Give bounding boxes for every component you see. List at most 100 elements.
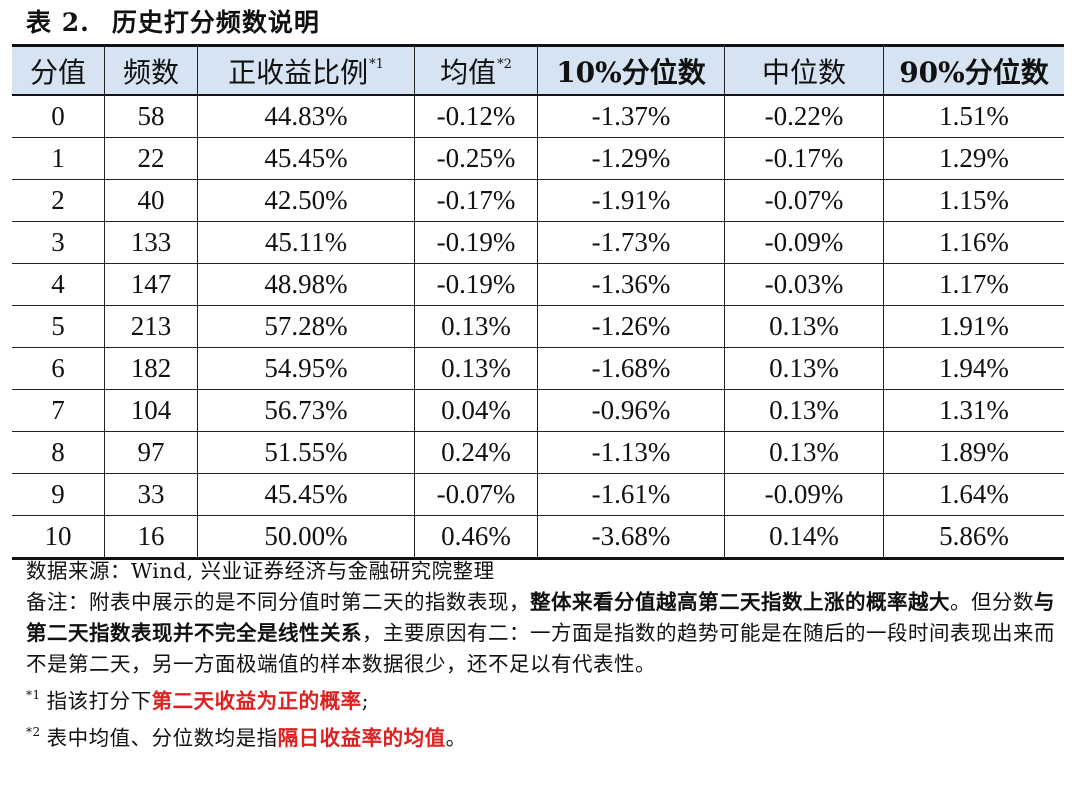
cell-mean: -0.17% — [414, 179, 538, 222]
cell-positive-ratio: 42.50% — [197, 179, 415, 222]
cell-median: 0.13% — [724, 431, 884, 474]
table-row: 0 58 44.83% -0.12% -1.37% -0.22% 1.51% — [12, 95, 1064, 138]
cell-p90: 1.16% — [883, 221, 1064, 264]
cell-p10: -1.13% — [537, 431, 725, 474]
footnote-1: *1 指该打分下第二天收益为正的概率; — [26, 680, 1072, 717]
cell-score: 4 — [12, 263, 105, 306]
remark-note: 备注：附表中展示的是不同分值时第二天的指数表现，整体来看分值越高第二天指数上涨的… — [26, 587, 1072, 680]
cell-p10: -1.37% — [537, 95, 725, 138]
cell-median: 0.14% — [724, 515, 884, 559]
header-label: 10%分位数 — [556, 55, 706, 89]
table-row: 1 22 45.45% -0.25% -1.29% -0.17% 1.29% — [12, 137, 1064, 180]
table-row: 2 40 42.50% -0.17% -1.91% -0.07% 1.15% — [12, 179, 1064, 222]
cell-median: -0.03% — [724, 263, 884, 306]
cell-p10: -1.73% — [537, 221, 725, 264]
footnote-1-text: 指该打分下 — [46, 689, 152, 713]
cell-median: 0.13% — [724, 347, 884, 390]
header-positive-ratio: 正收益比例*1 — [197, 45, 415, 96]
cell-p10: -1.29% — [537, 137, 725, 180]
remark-rest: ，主要原因有二：一方面是指数的趋势可能是在随后的一段时间表现出来而不是第二天，另… — [26, 621, 1055, 676]
header-label: 频数 — [122, 55, 179, 89]
cell-median: -0.17% — [724, 137, 884, 180]
cell-frequency: 133 — [104, 221, 198, 264]
cell-score: 9 — [12, 473, 105, 516]
cell-positive-ratio: 44.83% — [197, 95, 415, 138]
header-footnote-mark: *1 — [369, 56, 384, 72]
footnote-2-text: 表中均值、分位数均是指 — [46, 726, 278, 750]
remark-prefix: 备注：附表中展示的是不同分值时第二天的指数表现， — [26, 590, 530, 614]
header-label: 均值 — [440, 55, 497, 89]
cell-mean: 0.13% — [414, 347, 538, 390]
cell-frequency: 58 — [104, 95, 198, 138]
footnote-1-highlight: 第二天收益为正的概率 — [151, 689, 362, 713]
cell-p90: 1.89% — [883, 431, 1064, 474]
header-mean: 均值*2 — [414, 45, 538, 96]
remark-mid: 。但分数 — [950, 590, 1034, 614]
remark-bold-nonlinear: 与第二天指数表现并不完全是线性关系 — [26, 590, 1055, 645]
table-row: 9 33 45.45% -0.07% -1.61% -0.09% 1.64% — [12, 473, 1064, 516]
table-header-row: 分值 频数 正收益比例*1 均值*2 10%分位数 中位数 90%分位数 — [12, 45, 1064, 96]
table-row: 10 16 50.00% 0.46% -3.68% 0.14% 5.86% — [12, 515, 1064, 559]
header-p90: 90%分位数 — [883, 45, 1064, 96]
cell-positive-ratio: 54.95% — [197, 347, 415, 390]
notes-section: 数据来源：Wind, 兴业证券经济与金融研究院整理 备注：附表中展示的是不同分值… — [26, 556, 1072, 754]
cell-positive-ratio: 56.73% — [197, 389, 415, 432]
cell-frequency: 33 — [104, 473, 198, 516]
cell-positive-ratio: 50.00% — [197, 515, 415, 559]
cell-score: 3 — [12, 221, 105, 264]
cell-p90: 1.94% — [883, 347, 1064, 390]
table-row: 6 182 54.95% 0.13% -1.68% 0.13% 1.94% — [12, 347, 1064, 390]
cell-score: 1 — [12, 137, 105, 180]
cell-positive-ratio: 45.45% — [197, 473, 415, 516]
cell-frequency: 16 — [104, 515, 198, 559]
header-p10: 10%分位数 — [537, 45, 725, 96]
table-row: 7 104 56.73% 0.04% -0.96% 0.13% 1.31% — [12, 389, 1064, 432]
table-caption: 历史打分频数说明 — [111, 8, 320, 37]
cell-mean: -0.19% — [414, 221, 538, 264]
cell-p90: 1.64% — [883, 473, 1064, 516]
cell-p90: 1.29% — [883, 137, 1064, 180]
cell-p90: 1.31% — [883, 389, 1064, 432]
cell-positive-ratio: 57.28% — [197, 305, 415, 348]
cell-frequency: 97 — [104, 431, 198, 474]
cell-positive-ratio: 48.98% — [197, 263, 415, 306]
cell-p10: -1.61% — [537, 473, 725, 516]
table-row: 5 213 57.28% 0.13% -1.26% 0.13% 1.91% — [12, 305, 1064, 348]
cell-p90: 1.51% — [883, 95, 1064, 138]
header-label: 分值 — [29, 55, 86, 89]
header-label: 中位数 — [761, 55, 846, 89]
cell-mean: 0.24% — [414, 431, 538, 474]
footnote-1-mark: *1 — [26, 688, 41, 702]
cell-p10: -3.68% — [537, 515, 725, 559]
cell-p10: -1.91% — [537, 179, 725, 222]
header-label: 90%分位数 — [899, 55, 1049, 89]
table-row: 8 97 51.55% 0.24% -1.13% 0.13% 1.89% — [12, 431, 1064, 474]
cell-frequency: 104 — [104, 389, 198, 432]
cell-median: -0.22% — [724, 95, 884, 138]
cell-median: -0.07% — [724, 179, 884, 222]
cell-p90: 1.15% — [883, 179, 1064, 222]
cell-frequency: 213 — [104, 305, 198, 348]
cell-mean: -0.19% — [414, 263, 538, 306]
table-number: 表 2. — [26, 8, 90, 37]
cell-p10: -0.96% — [537, 389, 725, 432]
cell-mean: 0.46% — [414, 515, 538, 559]
table-row: 4 147 48.98% -0.19% -1.36% -0.03% 1.17% — [12, 263, 1064, 306]
footnote-2-end: 。 — [445, 726, 467, 750]
header-footnote-mark: *2 — [497, 56, 512, 72]
table-title: 表 2. 历史打分频数说明 — [26, 4, 320, 42]
header-label: 正收益比例 — [228, 55, 369, 89]
cell-mean: -0.12% — [414, 95, 538, 138]
table-row: 3 133 45.11% -0.19% -1.73% -0.09% 1.16% — [12, 221, 1064, 264]
cell-median: 0.13% — [724, 389, 884, 432]
footnote-2: *2 表中均值、分位数均是指隔日收益率的均值。 — [26, 717, 1072, 754]
cell-mean: -0.25% — [414, 137, 538, 180]
footnote-2-highlight: 隔日收益率的均值 — [277, 726, 446, 750]
header-frequency: 频数 — [104, 45, 198, 96]
footnote-1-end: ; — [361, 689, 370, 713]
cell-p10: -1.68% — [537, 347, 725, 390]
cell-score: 0 — [12, 95, 105, 138]
cell-score: 7 — [12, 389, 105, 432]
cell-score: 5 — [12, 305, 105, 348]
cell-mean: 0.04% — [414, 389, 538, 432]
